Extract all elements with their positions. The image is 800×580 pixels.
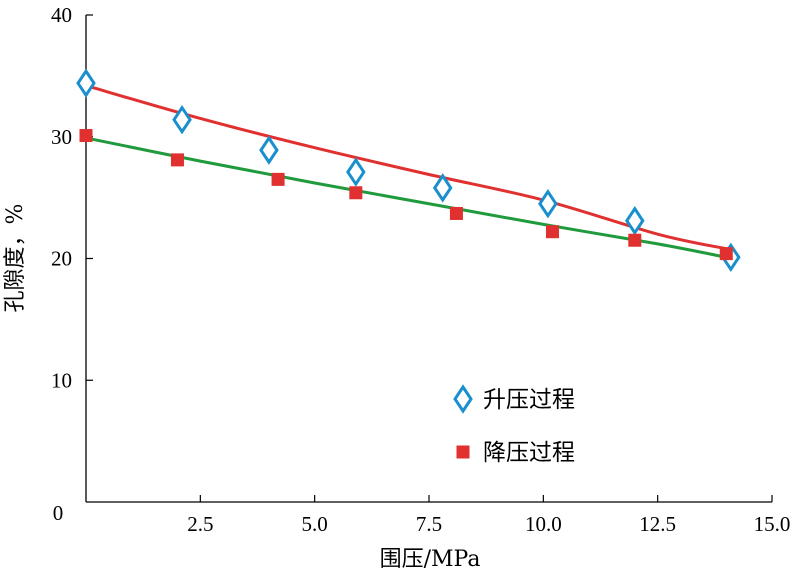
trendline-falling — [85, 136, 727, 259]
rising-point — [76, 68, 96, 98]
trendline-rising — [85, 84, 727, 251]
legend-item-falling: 降压过程 — [456, 440, 575, 466]
falling-point — [545, 225, 559, 239]
y-axis-ticks: 10 20 30 40 — [51, 3, 93, 392]
y-tick-label: 20 — [51, 247, 72, 271]
rising-point — [346, 157, 366, 187]
origin-label: 0 — [53, 501, 64, 525]
legend-item-rising: 升压过程 — [453, 384, 575, 414]
y-tick-label: 40 — [51, 3, 72, 27]
rising-point — [432, 173, 453, 203]
rising-point — [259, 135, 279, 165]
rising-point — [624, 206, 645, 236]
x-tick-label: 12.5 — [639, 512, 676, 536]
axes — [85, 15, 772, 503]
falling-point — [449, 206, 463, 220]
falling-point — [628, 233, 642, 247]
y-tick-label: 10 — [51, 368, 72, 392]
falling-point — [170, 153, 184, 167]
x-axis-ticks: 2.5 5.0 7.5 10.0 12.5 15.0 — [187, 495, 790, 536]
x-tick-label: 15.0 — [754, 512, 791, 536]
legend-marker-diamond — [453, 384, 473, 414]
data-points — [76, 68, 741, 272]
x-tick-label: 7.5 — [416, 512, 442, 536]
falling-point — [271, 172, 285, 186]
falling-point — [719, 247, 733, 261]
legend-label: 升压过程 — [483, 387, 575, 413]
falling-point — [349, 186, 363, 200]
rising-point — [538, 189, 558, 219]
y-axis-title: 孔隙度，% — [3, 204, 28, 313]
falling-point — [79, 129, 93, 143]
legend-label: 降压过程 — [483, 440, 575, 466]
x-tick-label: 10.0 — [525, 512, 562, 536]
rising-point — [172, 105, 192, 135]
legend-marker-square — [456, 445, 470, 459]
x-tick-label: 2.5 — [187, 512, 213, 536]
trendlines — [85, 84, 727, 259]
y-tick-label: 30 — [51, 125, 72, 149]
x-tick-label: 5.0 — [302, 512, 328, 536]
x-axis-title: 围压/MPa — [380, 547, 481, 572]
